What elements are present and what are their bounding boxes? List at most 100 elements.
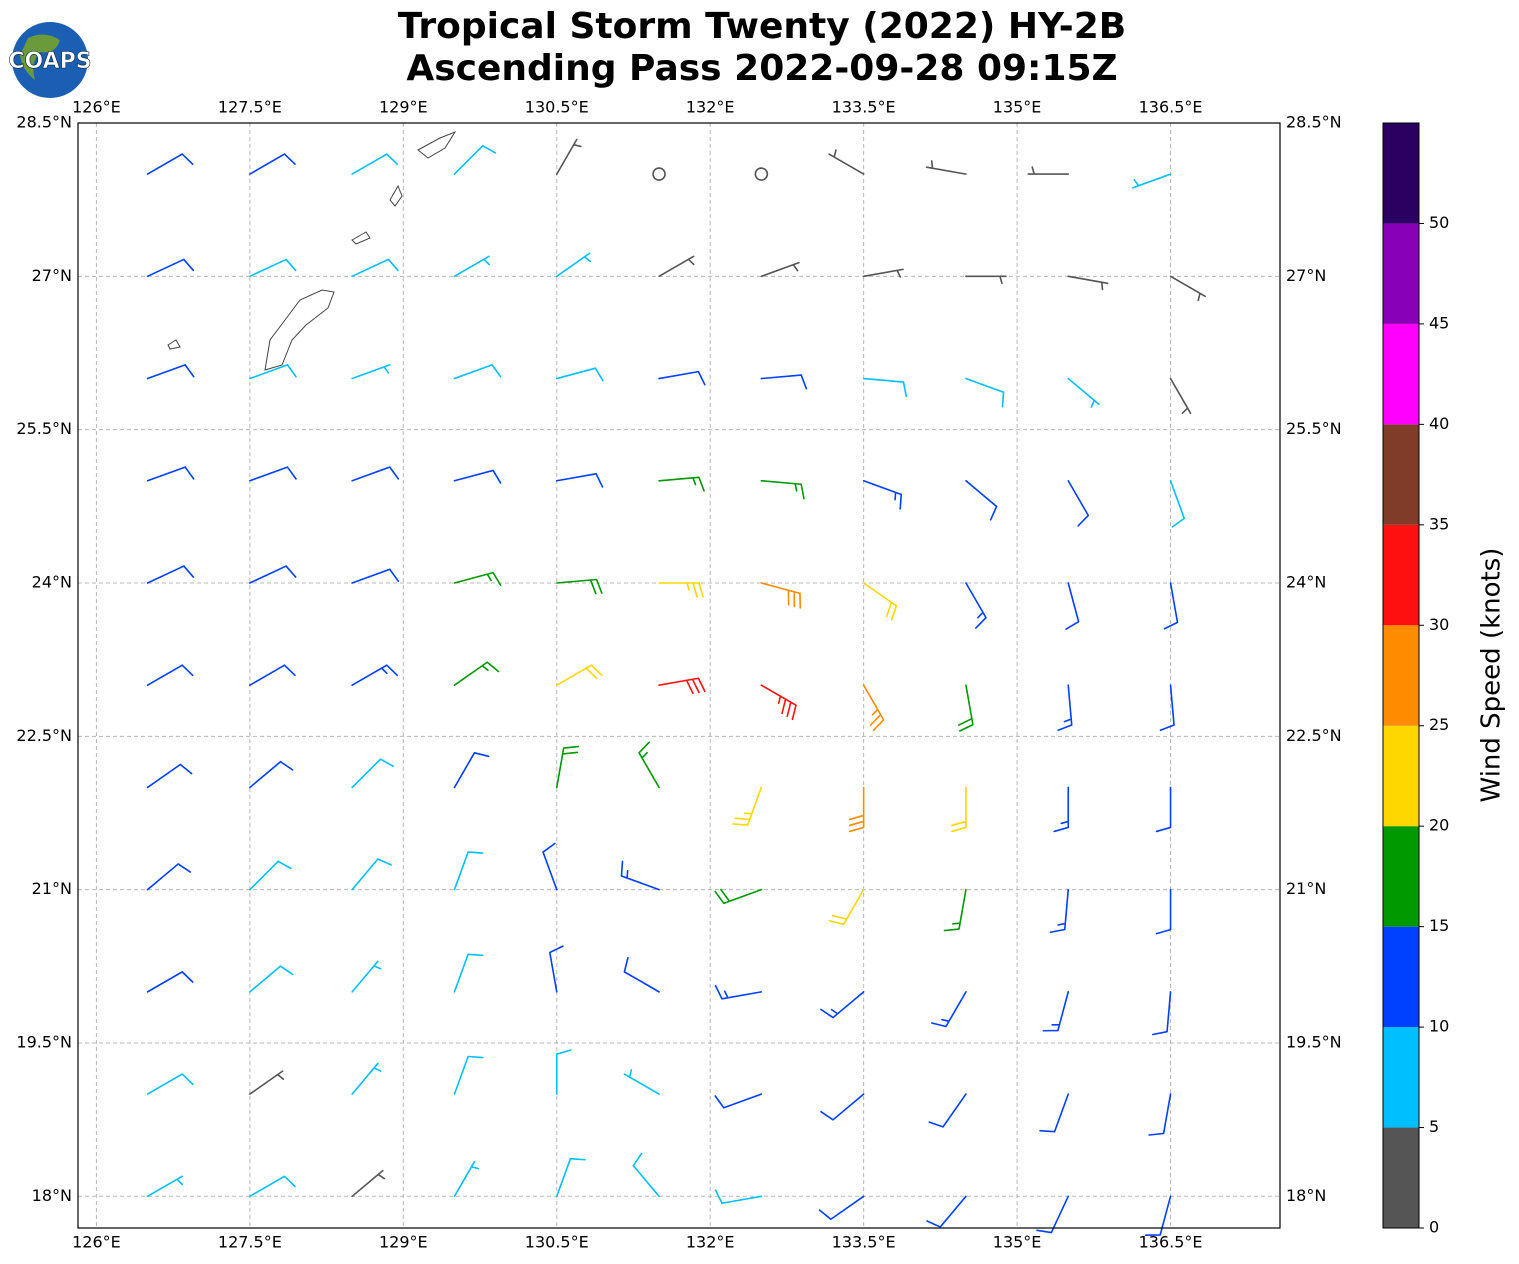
wind-barb — [1065, 582, 1080, 630]
barb-shape — [249, 153, 296, 175]
wind-barb — [925, 160, 967, 175]
wind-barb — [1067, 275, 1109, 291]
x-tick-label: 126°E — [72, 98, 121, 117]
colorbar-tick-label: 45 — [1429, 313, 1449, 332]
wind-barb — [760, 582, 802, 609]
barb-shape — [249, 664, 296, 687]
barb-shape — [555, 367, 604, 382]
y-tick-label: 19.5°N — [16, 1032, 72, 1051]
y-tick-label: 24°N — [32, 572, 72, 591]
x-tick-label: 132°E — [686, 98, 735, 117]
wind-barb — [1042, 991, 1070, 1032]
wind-barb — [249, 466, 297, 482]
barb-shape — [146, 971, 194, 993]
wind-barb — [1067, 377, 1100, 408]
barb-shape — [453, 851, 484, 891]
y-tick-label: 28.5°N — [16, 113, 72, 132]
wind-barb — [555, 1049, 572, 1095]
y-tick-label: 22.5°N — [16, 726, 72, 745]
barb-shape — [658, 255, 695, 278]
wind-barb — [351, 858, 392, 891]
wind-barb — [623, 1069, 660, 1095]
wind-barb — [862, 684, 885, 732]
y-tick-label: 21°N — [1286, 879, 1326, 898]
barb-shape — [1049, 888, 1070, 934]
barb-shape — [965, 582, 987, 629]
wind-barb — [623, 956, 660, 993]
wind-barb — [828, 149, 865, 175]
y-tick-label: 27°N — [32, 266, 72, 285]
wind-barb — [453, 469, 502, 484]
barb-shape — [351, 1169, 386, 1198]
wind-barb — [351, 664, 399, 687]
barb-shape — [951, 786, 967, 833]
map-frame — [77, 122, 1281, 1229]
wind-barb — [555, 745, 579, 789]
colorbar-segment — [1383, 223, 1419, 324]
barb-shape — [146, 466, 195, 482]
barb-shape — [146, 153, 194, 175]
wind-barb — [620, 860, 660, 891]
wind-barb — [652, 167, 666, 181]
wind-barb — [828, 888, 865, 926]
barb-shape — [1169, 479, 1186, 528]
colorbar-segment — [1383, 926, 1419, 1028]
wind-barb — [632, 1152, 660, 1198]
colorbar-segment — [1383, 424, 1419, 525]
wind-barb — [1159, 684, 1175, 732]
barb-shape — [1053, 786, 1070, 833]
wind-barb — [1169, 479, 1186, 528]
barb-shape — [555, 138, 582, 175]
logo-land — [20, 34, 60, 80]
wind-barb — [760, 684, 797, 721]
barb-shape — [658, 677, 706, 695]
wind-barb — [820, 1093, 865, 1121]
wind-barb — [1155, 786, 1172, 833]
colorbar-tick-label: 35 — [1429, 514, 1449, 533]
x-tick-label: 133.5°E — [832, 1233, 896, 1252]
wind-barb — [862, 268, 904, 278]
wind-barb — [658, 370, 706, 386]
barb-shape — [957, 684, 974, 732]
barb-shape — [714, 984, 763, 1000]
coastline — [167, 130, 457, 371]
colorbar-tick-label: 0 — [1429, 1218, 1439, 1237]
barb-shape — [862, 582, 898, 621]
grid — [78, 122, 1280, 1228]
wind-barb — [965, 377, 1005, 408]
barb-shape — [1067, 377, 1100, 408]
y-tick-label: 19.5°N — [1286, 1032, 1342, 1051]
colorbar-tick-label: 20 — [1429, 816, 1449, 835]
barb-shape — [453, 571, 502, 586]
wind-barb — [658, 255, 695, 278]
barb-shape — [1065, 582, 1080, 630]
wind-barb — [555, 473, 604, 488]
wind-barb — [714, 1093, 763, 1109]
colorbar-label: Wind Speed (knots) — [1477, 548, 1507, 803]
barb-shape — [1039, 1093, 1070, 1133]
wind-barb — [714, 984, 763, 1000]
barb-shape — [146, 258, 195, 278]
barb-shape — [555, 1157, 586, 1198]
barb-shape — [351, 568, 400, 584]
barb-shape — [1151, 991, 1172, 1036]
y-tick-label: 24°N — [1286, 572, 1326, 591]
wind-barb — [249, 153, 296, 175]
wind-barb — [453, 255, 490, 278]
barb-shape — [848, 786, 865, 833]
wind-barb — [965, 275, 1007, 285]
x-tick-label: 130.5°E — [525, 98, 589, 117]
colorbar-tick-label: 40 — [1429, 414, 1449, 433]
wind-barb — [926, 1195, 967, 1228]
chart-title: Tropical Storm Twenty (2022) HY-2B — [398, 6, 1126, 47]
wind-barb — [146, 664, 194, 687]
barb-shape — [351, 153, 399, 175]
wind-barb — [760, 261, 800, 278]
y-tick-label: 28.5°N — [1286, 113, 1342, 132]
wind-barb — [1057, 684, 1073, 732]
wind-barb — [146, 1175, 184, 1198]
barb-shape — [249, 258, 297, 278]
barb-shape — [351, 364, 391, 380]
wind-barb — [453, 661, 500, 687]
barb-shape — [453, 1160, 480, 1198]
